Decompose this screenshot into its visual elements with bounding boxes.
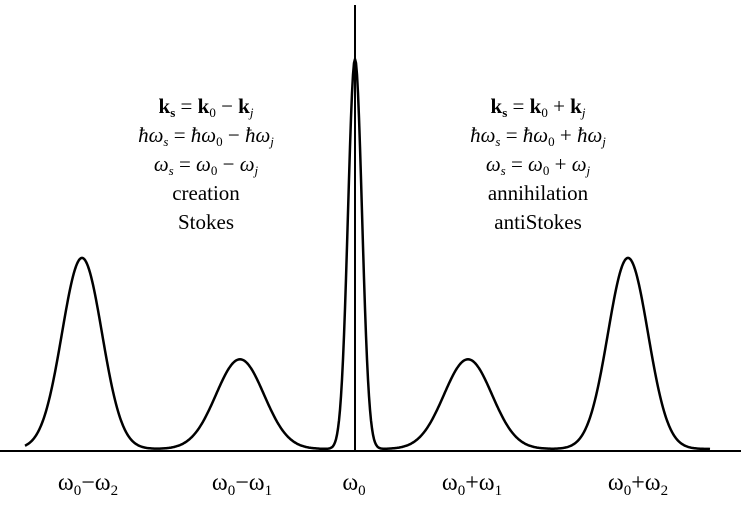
stokes-wavevector-eq: ks = k0 − kj: [158, 94, 254, 120]
stokes-frequency-eq: ωs = ω0 − ωj: [153, 152, 259, 178]
peak-label-antistokes-1: ω0+ω1: [441, 470, 503, 499]
antistokes-wavevector-eq: ks = k0 + kj: [490, 94, 586, 120]
antistokes-energy-eq: ħωs = ħω0 + ħωj: [470, 123, 606, 149]
stokes-equations: ks = k0 − kj ħωs = ħω0 − ħωj ωs = ω0 − ω…: [108, 92, 304, 237]
stokes-energy-eq: ħωs = ħω0 − ħωj: [138, 123, 274, 149]
stokes-name-label: Stokes: [177, 210, 234, 234]
stokes-process-label: creation: [172, 181, 240, 205]
spectrum-curve: [24, 57, 711, 451]
antistokes-name-label: antiStokes: [494, 210, 582, 234]
peak-label-stokes-1: ω0−ω1: [211, 470, 273, 499]
antistokes-equations: ks = k0 + kj ħωs = ħω0 + ħωj ωs = ω0 + ω…: [448, 92, 628, 237]
peak-label-rayleigh: ω0: [342, 470, 366, 499]
antistokes-process-label: annihilation: [487, 181, 589, 205]
peak-label-stokes-2: ω0−ω2: [57, 470, 119, 499]
antistokes-frequency-eq: ωs = ω0 + ωj: [485, 152, 591, 178]
peak-label-antistokes-2: ω0+ω2: [607, 470, 669, 499]
